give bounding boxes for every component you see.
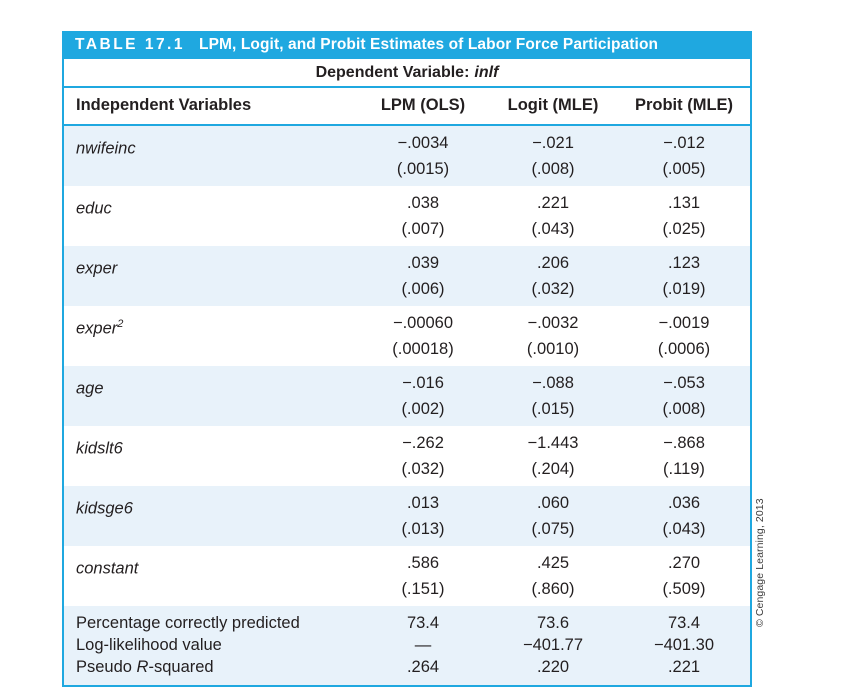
variable-name: nwifeinc (76, 139, 136, 158)
table-row: exper .039 (.006) .206 (.032) .123 (.019) (64, 246, 750, 306)
probit-cell: −401.30 (653, 636, 715, 654)
probit-cell: .270 (.509) (662, 554, 706, 598)
logit-cell: 73.6 (536, 614, 570, 632)
dependent-variable-label: Dependent Variable: (315, 63, 470, 81)
table-row: constant .586 (.151) .425 (.860) .270 (.509… (64, 546, 750, 606)
summary-row-percent-correct: Percentage correctly predicted 73.4 73.6… (64, 612, 750, 634)
table-title-bar: TABLE 17.1 LPM, Logit, and Probit Estima… (62, 31, 752, 59)
dependent-variable-row: Dependent Variable: inlf (64, 59, 750, 88)
variable-name: educ (76, 199, 112, 218)
column-header-variables: Independent Variables (76, 96, 252, 114)
column-header-row: Independent Variables LPM (OLS) Logit (M… (64, 88, 750, 126)
summary-row-log-likelihood: Log-likelihood value — −401.77 −401.30 (64, 634, 750, 656)
variable-name: kidsge6 (76, 499, 133, 518)
variable-name: constant (76, 559, 139, 578)
summary-label: Percentage correctly predicted (76, 614, 300, 632)
logit-cell: −.088 (.015) (531, 374, 575, 418)
column-header-lpm: LPM (OLS) (380, 96, 466, 114)
variable-name: exper2 (76, 318, 124, 338)
logit-cell: .221 (.043) (531, 194, 575, 238)
dependent-variable-name: inlf (474, 63, 499, 81)
copyright-notice: © Cengage Learning, 2013 (754, 498, 766, 627)
table-title: LPM, Logit, and Probit Estimates of Labo… (199, 36, 659, 53)
probit-cell: 73.4 (667, 614, 701, 632)
table-body-frame: Dependent Variable: inlf Independent Var… (62, 59, 752, 687)
probit-cell: −.868 (.119) (663, 434, 705, 478)
logit-cell: −.021 (.008) (531, 134, 575, 178)
probit-cell: .123 (.019) (662, 254, 706, 298)
table-row: educ .038 (.007) .221 (.043) .131 (.025) (64, 186, 750, 246)
table-row: kidsge6 .013 (.013) .060 (.075) .036 (.043) (64, 486, 750, 546)
lpm-cell: — (414, 636, 432, 654)
estimates-table: TABLE 17.1 LPM, Logit, and Probit Estima… (62, 31, 752, 687)
probit-cell: .131 (.025) (662, 194, 706, 238)
lpm-cell: .013 (.013) (401, 494, 445, 538)
logit-cell: −.0032 (.0010) (526, 314, 580, 358)
logit-cell: .206 (.032) (531, 254, 575, 298)
lpm-cell: −.0034 (.0015) (396, 134, 450, 178)
summary-label: Log-likelihood value (76, 636, 222, 654)
table-number: TABLE 17.1 (75, 36, 185, 53)
lpm-cell: 73.4 (406, 614, 440, 632)
logit-cell: .425 (.860) (531, 554, 575, 598)
summary-label: Pseudo R-squared (76, 658, 214, 676)
probit-cell: .221 (667, 658, 701, 676)
variable-name: kidslt6 (76, 439, 123, 458)
probit-cell: .036 (.043) (662, 494, 706, 538)
lpm-cell: −.00060 (.00018) (392, 314, 454, 358)
table-row: age −.016 (.002) −.088 (.015) −.053 (.008) (64, 366, 750, 426)
probit-cell: −.0019 (.0006) (657, 314, 711, 358)
summary-statistics-block: Percentage correctly predicted 73.4 73.6… (64, 606, 750, 685)
lpm-cell: −.262 (.032) (401, 434, 445, 478)
summary-row-pseudo-r-squared: Pseudo R-squared .264 .220 .221 (64, 656, 750, 678)
lpm-cell: −.016 (.002) (401, 374, 445, 418)
probit-cell: −.053 (.008) (662, 374, 706, 418)
column-header-probit: Probit (MLE) (634, 96, 734, 114)
logit-cell: .060 (.075) (531, 494, 575, 538)
logit-cell: −401.77 (522, 636, 584, 654)
table-row: nwifeinc −.0034 (.0015) −.021 (.008) −.012… (64, 126, 750, 186)
logit-cell: −1.443 (.204) (527, 434, 579, 478)
lpm-cell: .264 (406, 658, 440, 676)
table-row: exper2 −.00060 (.00018) −.0032 (.0010) −.0… (64, 306, 750, 366)
lpm-cell: .038 (.007) (401, 194, 445, 238)
variable-name: exper (76, 259, 118, 278)
probit-cell: −.012 (.005) (662, 134, 706, 178)
lpm-cell: .586 (.151) (401, 554, 445, 598)
variable-name: age (76, 379, 104, 398)
logit-cell: .220 (536, 658, 570, 676)
table-row: kidslt6 −.262 (.032) −1.443 (.204) −.868 (.… (64, 426, 750, 486)
column-header-logit: Logit (MLE) (507, 96, 599, 114)
lpm-cell: .039 (.006) (401, 254, 445, 298)
